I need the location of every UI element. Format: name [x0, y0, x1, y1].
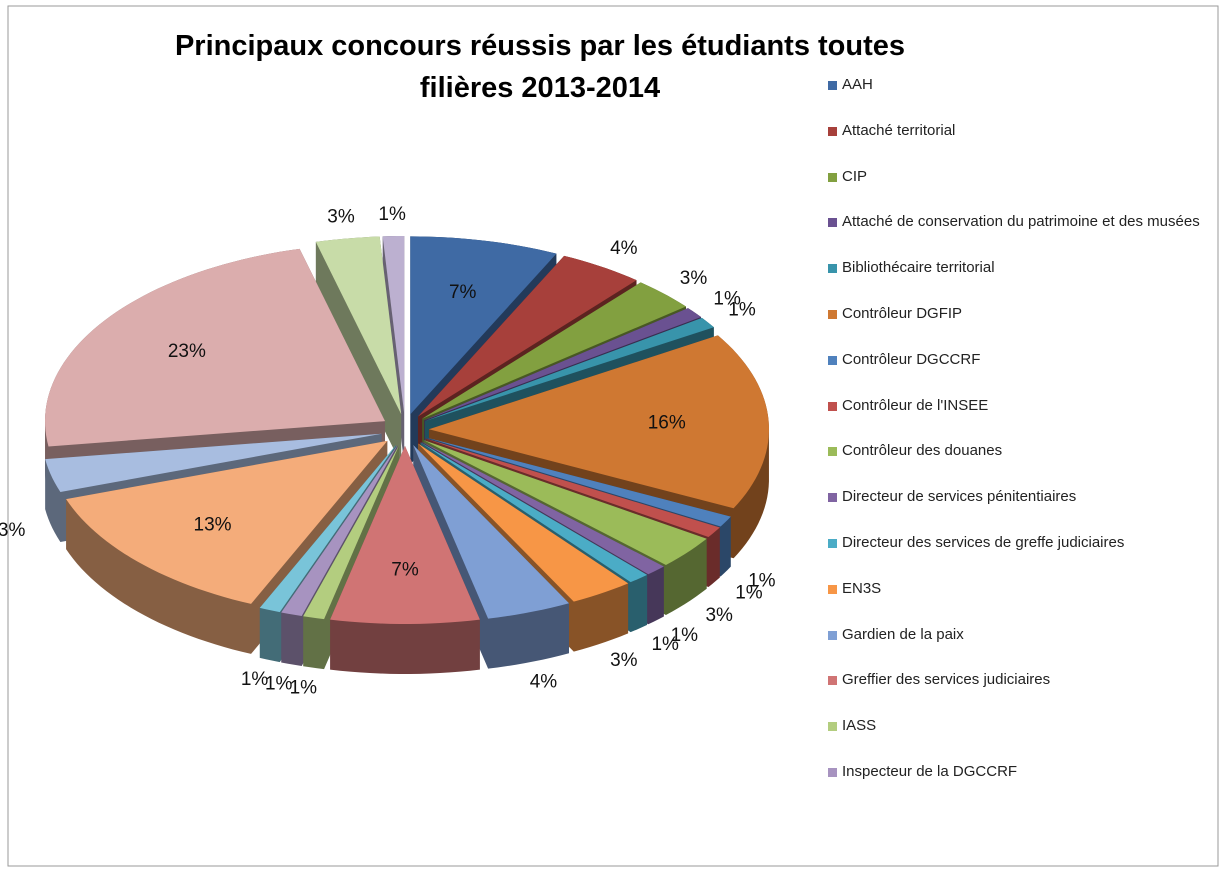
slice	[417, 443, 629, 602]
legend-swatch	[828, 310, 837, 319]
slice	[259, 444, 397, 613]
slice	[428, 335, 769, 509]
legend-label: Contrôleur DGCCRF	[842, 350, 981, 368]
slice	[422, 282, 686, 419]
slice	[420, 442, 648, 583]
legend-swatch	[828, 722, 837, 732]
data-label: 1%	[290, 677, 318, 698]
slice-side	[303, 445, 399, 670]
data-label: 7%	[449, 282, 477, 303]
data-label: 4%	[530, 671, 558, 692]
legend-swatch	[828, 218, 837, 228]
slice	[417, 255, 637, 417]
data-label: 3%	[610, 650, 638, 671]
legend-swatch	[828, 493, 837, 503]
slice	[421, 441, 664, 575]
data-label: 3%	[327, 206, 355, 227]
legend-label: EN3S	[842, 579, 882, 597]
data-label: 7%	[391, 560, 419, 581]
legend-swatch	[828, 630, 837, 640]
legend-label: Contrôleur DGFIP	[842, 305, 963, 322]
slice	[330, 446, 480, 624]
legend-label: Bibliothécaire territorial	[842, 259, 995, 277]
legend-swatch	[828, 676, 837, 686]
data-label: 4%	[610, 238, 638, 259]
slice	[315, 236, 402, 415]
legend-label: Directeur de services pénitentiaires	[842, 488, 1077, 506]
slice	[45, 433, 382, 492]
legend-swatch	[828, 584, 837, 594]
data-label: 1%	[713, 289, 741, 310]
data-label: 3%	[705, 605, 733, 626]
data-label: 23%	[168, 341, 206, 362]
slice	[424, 308, 702, 421]
legend-swatch	[828, 401, 837, 411]
legend-label: Contrôleur de l'INSEE	[842, 396, 989, 414]
slice	[66, 440, 388, 604]
data-label: 1%	[671, 625, 699, 646]
legend-swatch	[828, 126, 837, 136]
slice	[423, 440, 707, 565]
slice	[425, 438, 720, 538]
data-label: 1%	[748, 571, 776, 592]
legend-label: Inspecteur de la DGCCRF	[842, 763, 1018, 780]
legend-swatch	[828, 768, 837, 777]
slice	[45, 248, 386, 447]
data-label: 1%	[265, 674, 293, 695]
slice	[303, 445, 399, 620]
legend-label: Directeur des services de greffe judicia…	[842, 534, 1125, 551]
legend-swatch	[828, 172, 837, 182]
data-label: 1%	[378, 204, 406, 225]
data-label: 1%	[735, 583, 763, 604]
legend-label: CIP	[842, 167, 868, 185]
data-label: 16%	[648, 412, 686, 433]
data-label: 1%	[728, 300, 756, 321]
legend-swatch	[828, 264, 837, 274]
legend-label: IASS	[842, 717, 877, 735]
legend-label: Contrôleur des douanes	[842, 442, 1003, 460]
legend-swatch	[828, 81, 837, 90]
slice	[410, 236, 557, 415]
data-label: 3%	[680, 268, 708, 289]
legend-label: Attaché territorial	[842, 121, 956, 139]
slice	[426, 437, 731, 527]
slice	[281, 445, 398, 616]
data-label: 1%	[241, 669, 269, 690]
legend-label: Gardien de la paix	[842, 625, 964, 643]
slice	[413, 445, 570, 619]
legend-swatch	[828, 539, 837, 548]
chart-title: Principaux concours réussis par les étud…	[174, 30, 906, 104]
legend-label: AAH	[842, 76, 873, 93]
data-label: 3%	[0, 520, 25, 541]
data-label: 1%	[651, 634, 679, 655]
legend-label: Attaché de conservation du patrimoine et…	[842, 213, 1200, 231]
data-label: 13%	[194, 514, 232, 535]
legend-swatch	[828, 447, 837, 457]
slice	[382, 236, 405, 415]
legend-label: Greffier des services judiciaires	[842, 671, 1051, 689]
legend-swatch	[828, 355, 837, 365]
slice	[424, 317, 714, 422]
